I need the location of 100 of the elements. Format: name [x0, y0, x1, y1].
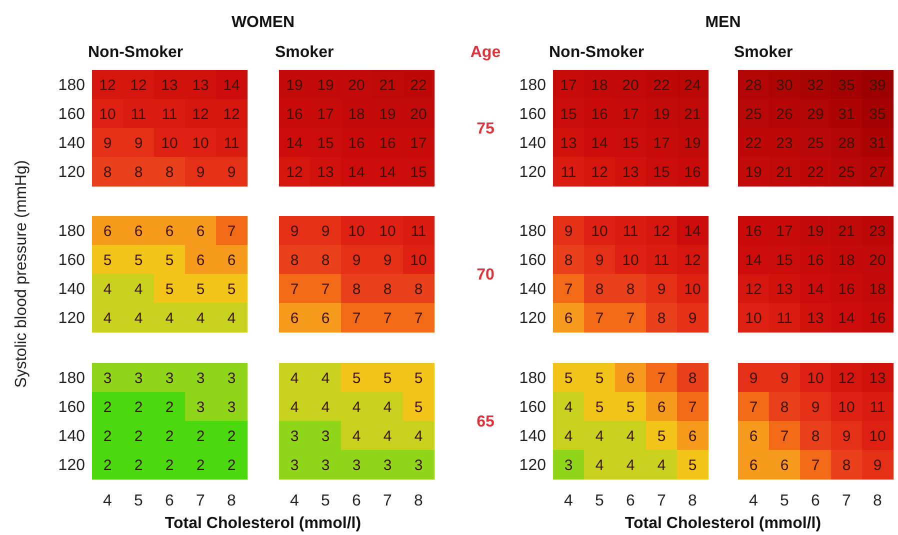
- data-label: 17: [560, 76, 577, 94]
- data-label: 4: [134, 310, 143, 327]
- chart-title: Non-Smoker: [549, 44, 644, 61]
- data-label: 7: [290, 280, 299, 298]
- data-label: 4: [595, 428, 604, 445]
- data-label: 22: [807, 164, 824, 181]
- data-label: 9: [842, 428, 851, 445]
- data-label: 2: [196, 428, 205, 445]
- text: Age: [470, 44, 501, 61]
- data-label: 5: [227, 280, 236, 298]
- data-label: 4: [321, 370, 330, 387]
- data-label: 4: [595, 456, 604, 474]
- text: WOMEN: [231, 14, 295, 31]
- data-label: 16: [591, 106, 608, 123]
- data-label: 11: [622, 222, 638, 240]
- data-label: 20: [410, 106, 427, 123]
- data-label: 15: [560, 106, 577, 123]
- data-label: 16: [745, 222, 762, 240]
- data-label: 19: [745, 164, 762, 181]
- data-label: 15: [622, 134, 639, 152]
- data-label: 2: [134, 398, 143, 416]
- data-label: 6: [626, 370, 635, 387]
- data-label: 9: [196, 164, 205, 181]
- data-label: 10: [161, 134, 178, 152]
- data-label: 3: [227, 398, 236, 416]
- data-label: 5: [165, 280, 174, 298]
- data-label: 11: [654, 252, 670, 269]
- x-tick-label: 8: [227, 492, 236, 510]
- data-label: 3: [321, 428, 330, 445]
- data-label: 14: [838, 310, 855, 327]
- data-label: 2: [165, 398, 174, 416]
- data-label: 4: [227, 310, 236, 327]
- y-tick-label: 180: [58, 77, 86, 94]
- data-label: 14: [591, 134, 608, 152]
- data-label: 27: [869, 164, 886, 181]
- data-label: 21: [838, 222, 855, 240]
- data-label: 3: [352, 456, 361, 474]
- data-label: 3: [290, 428, 299, 445]
- data-label: 4: [352, 398, 361, 416]
- data-label: 10: [745, 310, 762, 327]
- y-tick-label: 140: [519, 281, 546, 298]
- data-label: 8: [842, 456, 851, 474]
- y-tick-label: 140: [519, 135, 546, 152]
- data-label: 9: [383, 252, 392, 269]
- x-tick-label: 5: [595, 492, 604, 510]
- data-label: 19: [286, 76, 303, 94]
- data-label: 22: [410, 76, 427, 94]
- data-label: 2: [103, 456, 112, 474]
- data-label: 4: [103, 280, 112, 298]
- data-label: 8: [134, 164, 143, 181]
- data-label: 12: [653, 222, 670, 240]
- x-tick-label: 6: [352, 492, 362, 510]
- data-label: 8: [103, 164, 112, 181]
- data-label: 3: [165, 370, 174, 387]
- data-label: 2: [134, 456, 143, 474]
- data-label: 14: [223, 76, 240, 94]
- x-tick-label: 7: [842, 492, 852, 510]
- data-label: 8: [811, 428, 820, 445]
- data-label: 4: [383, 398, 392, 416]
- data-label: 15: [653, 164, 670, 181]
- data-label: 4: [414, 428, 423, 445]
- data-label: 6: [657, 398, 666, 416]
- data-label: 19: [807, 222, 824, 240]
- data-label: 7: [414, 310, 423, 327]
- data-label: 6: [134, 222, 143, 240]
- data-label: 16: [838, 280, 855, 298]
- data-label: 8: [165, 164, 174, 181]
- data-label: 13: [560, 134, 577, 152]
- data-label: 6: [103, 222, 112, 240]
- data-label: 4: [564, 398, 573, 416]
- data-label: 2: [103, 428, 112, 445]
- data-label: 19: [317, 76, 334, 94]
- data-label: 8: [564, 252, 573, 269]
- data-label: 9: [811, 398, 820, 416]
- data-label: 9: [290, 222, 299, 240]
- data-label: 4: [321, 398, 330, 416]
- x-tick-label: 4: [290, 492, 300, 510]
- data-label: 35: [869, 106, 886, 123]
- data-label: 12: [99, 76, 116, 94]
- data-label: 17: [776, 222, 793, 240]
- data-label: 3: [103, 370, 112, 387]
- data-label: 14: [286, 134, 303, 152]
- data-label: 30: [776, 76, 793, 94]
- data-label: 21: [684, 106, 701, 123]
- data-label: 12: [745, 280, 762, 298]
- data-label: 20: [622, 76, 639, 94]
- data-label: 4: [564, 428, 573, 445]
- data-label: 2: [134, 428, 143, 445]
- data-label: 5: [414, 370, 423, 387]
- x-axis-title: Total Cholesterol (mmol/l): [164, 515, 362, 532]
- data-label: 19: [653, 106, 670, 123]
- data-label: 22: [745, 134, 762, 152]
- data-label: 10: [591, 222, 608, 240]
- data-label: 9: [227, 164, 236, 181]
- data-label: 17: [622, 106, 639, 123]
- y-tick-label: 180: [519, 223, 546, 240]
- data-label: 10: [622, 252, 639, 269]
- data-label: 31: [838, 106, 855, 123]
- data-label: 8: [595, 280, 604, 298]
- data-label: 21: [379, 76, 396, 94]
